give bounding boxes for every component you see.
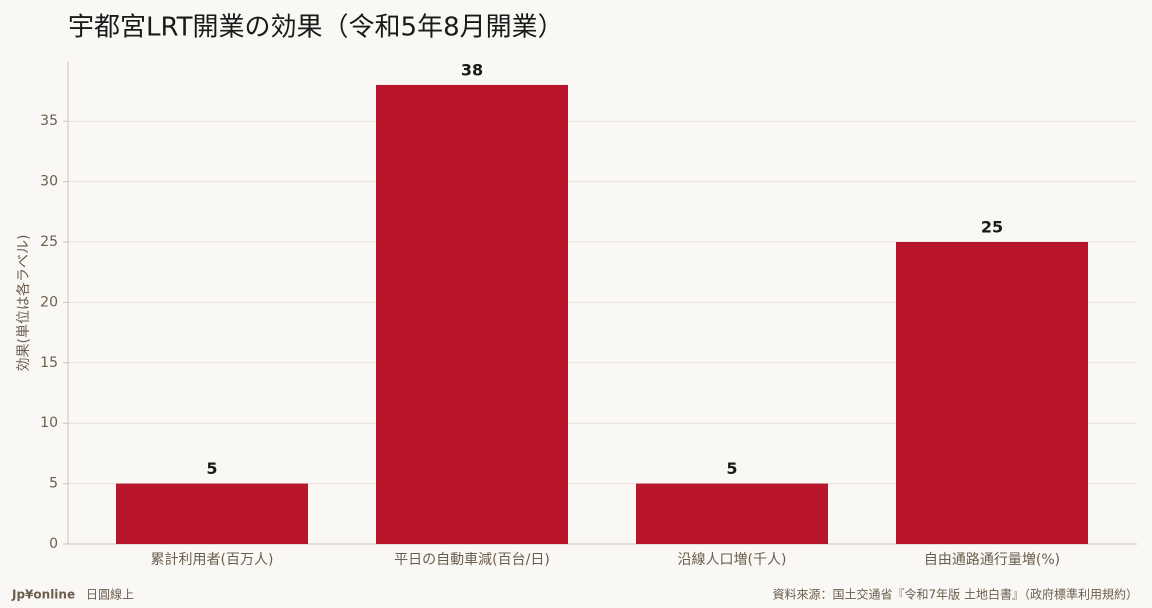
- y-tick-label: 15: [40, 355, 58, 371]
- y-tick-label: 20: [40, 294, 58, 310]
- y-tick-label: 10: [40, 415, 58, 431]
- value-label: 38: [461, 60, 483, 79]
- bar: [116, 483, 308, 544]
- x-tick-label: 平日の自動車減(百台/日): [394, 551, 550, 568]
- value-label: 5: [206, 459, 217, 478]
- source: 資料來源：国土交通省『令和7年版 土地白書』（政府標準利用規約）: [773, 587, 1138, 602]
- bar: [636, 483, 828, 544]
- bar: [376, 84, 568, 544]
- y-tick-label: 35: [40, 113, 58, 129]
- brand-sub: 日圓線上: [86, 587, 134, 602]
- x-tick-label: 沿線人口増(千人): [678, 552, 787, 568]
- y-tick-label: 25: [40, 234, 58, 250]
- chart-title: 宇都宮LRT開業の効果（令和5年8月開業）: [68, 13, 564, 43]
- x-tick-label: 累計利用者(百万人): [151, 552, 274, 568]
- y-tick-label: 30: [40, 174, 58, 190]
- x-tick-label: 自由通路通行量増(%): [924, 552, 1060, 568]
- y-tick-label: 5: [49, 476, 58, 492]
- value-label: 5: [726, 459, 737, 478]
- bar: [896, 241, 1088, 544]
- y-axis-label: 効果(単位は各ラベル): [16, 235, 32, 372]
- value-label: 25: [981, 217, 1003, 236]
- brand: Jp¥online: [11, 588, 75, 602]
- y-tick-label: 0: [49, 536, 58, 552]
